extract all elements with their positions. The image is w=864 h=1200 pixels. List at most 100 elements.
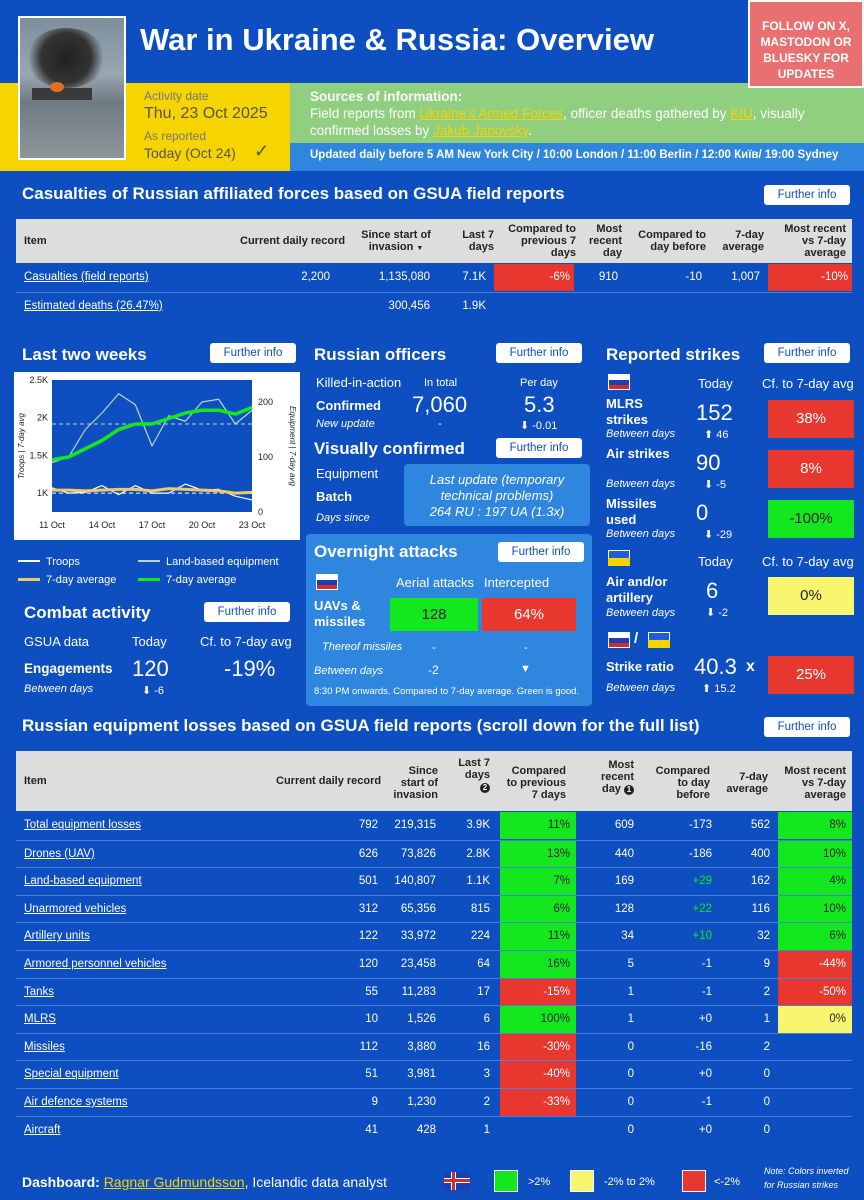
- row-item-link[interactable]: Estimated deaths (26.47%): [24, 300, 163, 312]
- row-item-link[interactable]: Aircraft: [24, 1123, 61, 1136]
- row-item-link[interactable]: Land-based equipment: [24, 875, 142, 888]
- table-row: Casualties (field reports) 2,200 1,135,080…: [16, 264, 852, 291]
- two-weeks-title: Last two weeks: [22, 345, 147, 364]
- y-tick-label: 1.5K: [29, 450, 48, 460]
- col-since-start: Since start of invasion: [393, 765, 438, 801]
- table-cell: -186: [688, 847, 712, 860]
- strike-ratio-cf: 25%: [768, 656, 854, 694]
- sources-text: , visually confirmed losses by: [310, 106, 805, 138]
- legend-troops: Troops: [46, 556, 80, 568]
- author-link[interactable]: Ragnar Gudmundsson: [103, 1174, 245, 1190]
- source-link-gsua[interactable]: Ukraine's Armed Forces: [419, 106, 564, 121]
- engagements-sub: Between days: [24, 683, 94, 695]
- table-cell: 910: [598, 271, 618, 283]
- row-item-link[interactable]: Missiles: [24, 1040, 65, 1053]
- legend-green-swatch: [494, 1170, 518, 1192]
- table-cell: 0: [763, 1123, 770, 1136]
- table-cell: 11,283: [401, 985, 436, 998]
- intercepted-label: Intercepted: [484, 575, 550, 590]
- table-cell: 312: [358, 902, 378, 915]
- table-cell: -1: [701, 1096, 712, 1108]
- source-link-kiu[interactable]: KIU: [730, 106, 753, 121]
- table-cell: 300,456: [388, 300, 430, 312]
- table-cell: 1: [483, 1123, 490, 1136]
- legend-green-label: >2%: [528, 1176, 551, 1188]
- visual-notice-text: Last update (temporary technical problem…: [429, 472, 565, 503]
- table-cell: 23,458: [400, 958, 436, 970]
- row-item-link[interactable]: Drones (UAV): [24, 847, 95, 860]
- table-cell: +22: [692, 902, 712, 915]
- row-item-link[interactable]: Tanks: [24, 985, 55, 998]
- table-cell: 2: [483, 1096, 490, 1108]
- row-item-link[interactable]: Casualties (field reports): [24, 271, 149, 283]
- table-cell: 6%: [778, 923, 852, 951]
- strike-sub: Between days: [606, 528, 676, 540]
- table-cell: 1.9K: [462, 300, 486, 312]
- in-total-label: In total: [424, 377, 458, 389]
- sort-icon[interactable]: ▼: [416, 245, 424, 252]
- equipment-further-info-button[interactable]: Further info: [764, 717, 850, 737]
- row-item-link[interactable]: MLRS: [24, 1013, 56, 1026]
- combat-further-info-button[interactable]: Further info: [204, 602, 290, 622]
- series-line: [51, 393, 253, 464]
- table-cell: 0: [627, 1040, 634, 1053]
- sources-text: , officer deaths gathered by: [563, 106, 731, 121]
- ua-sub-label: Between days: [606, 607, 676, 619]
- x-tick-label: 17 Oct: [139, 520, 166, 530]
- visual-title: Visually confirmed: [314, 439, 465, 458]
- strike-ratio-delta: ⬆ 15.2: [702, 683, 736, 695]
- table-cell: [778, 1089, 852, 1116]
- series-line: [51, 483, 253, 501]
- strikes-title: Reported strikes: [606, 345, 741, 364]
- x-tick-label: 11 Oct: [39, 520, 65, 530]
- overnight-further-info-button[interactable]: Further info: [498, 542, 584, 562]
- table-cell: 8%: [778, 812, 852, 839]
- sources-text: Field reports from: [310, 106, 420, 121]
- casualties-further-info-button[interactable]: Further info: [764, 185, 850, 205]
- row-item-link[interactable]: Armored personnel vehicles: [24, 958, 167, 970]
- ua-air-artillery-label: Air and/or artillery: [606, 574, 668, 605]
- table-cell: 41: [365, 1123, 378, 1136]
- strike-value: 90: [696, 450, 721, 475]
- col-cmp-day: Compared to day before: [638, 229, 706, 253]
- table-cell: 1,230: [407, 1096, 436, 1108]
- info-badge-1-icon[interactable]: 1: [624, 785, 634, 795]
- table-cell: 10%: [778, 895, 852, 923]
- table-cell: -16: [695, 1040, 712, 1053]
- table-row: Tanks 55 11,283 17 -15% 1 -1 2 -50%: [16, 977, 852, 1006]
- source-link-janovsky[interactable]: Jakub Janovsky: [433, 123, 529, 138]
- info-badge-2-icon[interactable]: 2: [480, 783, 490, 793]
- thereof-missiles-label: Thereof missiles: [322, 641, 403, 653]
- strike-ratio-x: x: [746, 658, 755, 675]
- col-last-7: Last 7 days: [462, 229, 494, 253]
- row-item-link[interactable]: Air defence systems: [24, 1096, 128, 1108]
- row-item-link[interactable]: Artillery units: [24, 930, 90, 943]
- table-cell: 2: [763, 1040, 770, 1053]
- table-cell: 34: [621, 930, 634, 943]
- visual-further-info-button[interactable]: Further info: [496, 438, 582, 458]
- row-item-link[interactable]: Special equipment: [24, 1068, 119, 1081]
- kia-label: Killed-in-action: [316, 375, 402, 390]
- two-weeks-further-info-button[interactable]: Further info: [210, 343, 296, 363]
- table-cell: 792: [358, 819, 378, 831]
- header-sources-band: [290, 83, 864, 143]
- table-cell: 65,356: [400, 902, 436, 915]
- table-cell: [768, 293, 852, 320]
- thereof-aerial: -: [432, 642, 436, 654]
- officers-further-info-button[interactable]: Further info: [496, 343, 582, 363]
- down-arrow-icon: ▼: [520, 663, 531, 675]
- follow-banner[interactable]: FOLLOW ON X, MASTODON OR BLUESKY FOR UPD…: [748, 0, 864, 88]
- per-day-label: Per day: [520, 377, 558, 389]
- uav-missiles-label: UAVs & missiles: [314, 598, 366, 629]
- row-item-link[interactable]: Unarmored vehicles: [24, 902, 127, 915]
- row-item-link[interactable]: Total equipment losses: [24, 819, 141, 831]
- strikes-further-info-button[interactable]: Further info: [764, 343, 850, 363]
- table-cell: 32: [757, 930, 770, 943]
- table-cell: 7%: [500, 868, 576, 896]
- ua-cf-label: Cf. to 7-day avg: [762, 554, 854, 569]
- table-cell: -173: [688, 819, 712, 831]
- table-cell: 2: [763, 985, 770, 998]
- table-cell: 6: [483, 1013, 490, 1026]
- combat-col-gsua: GSUA data: [24, 634, 90, 649]
- col-since-start[interactable]: Since start of invasion ▼: [361, 229, 431, 253]
